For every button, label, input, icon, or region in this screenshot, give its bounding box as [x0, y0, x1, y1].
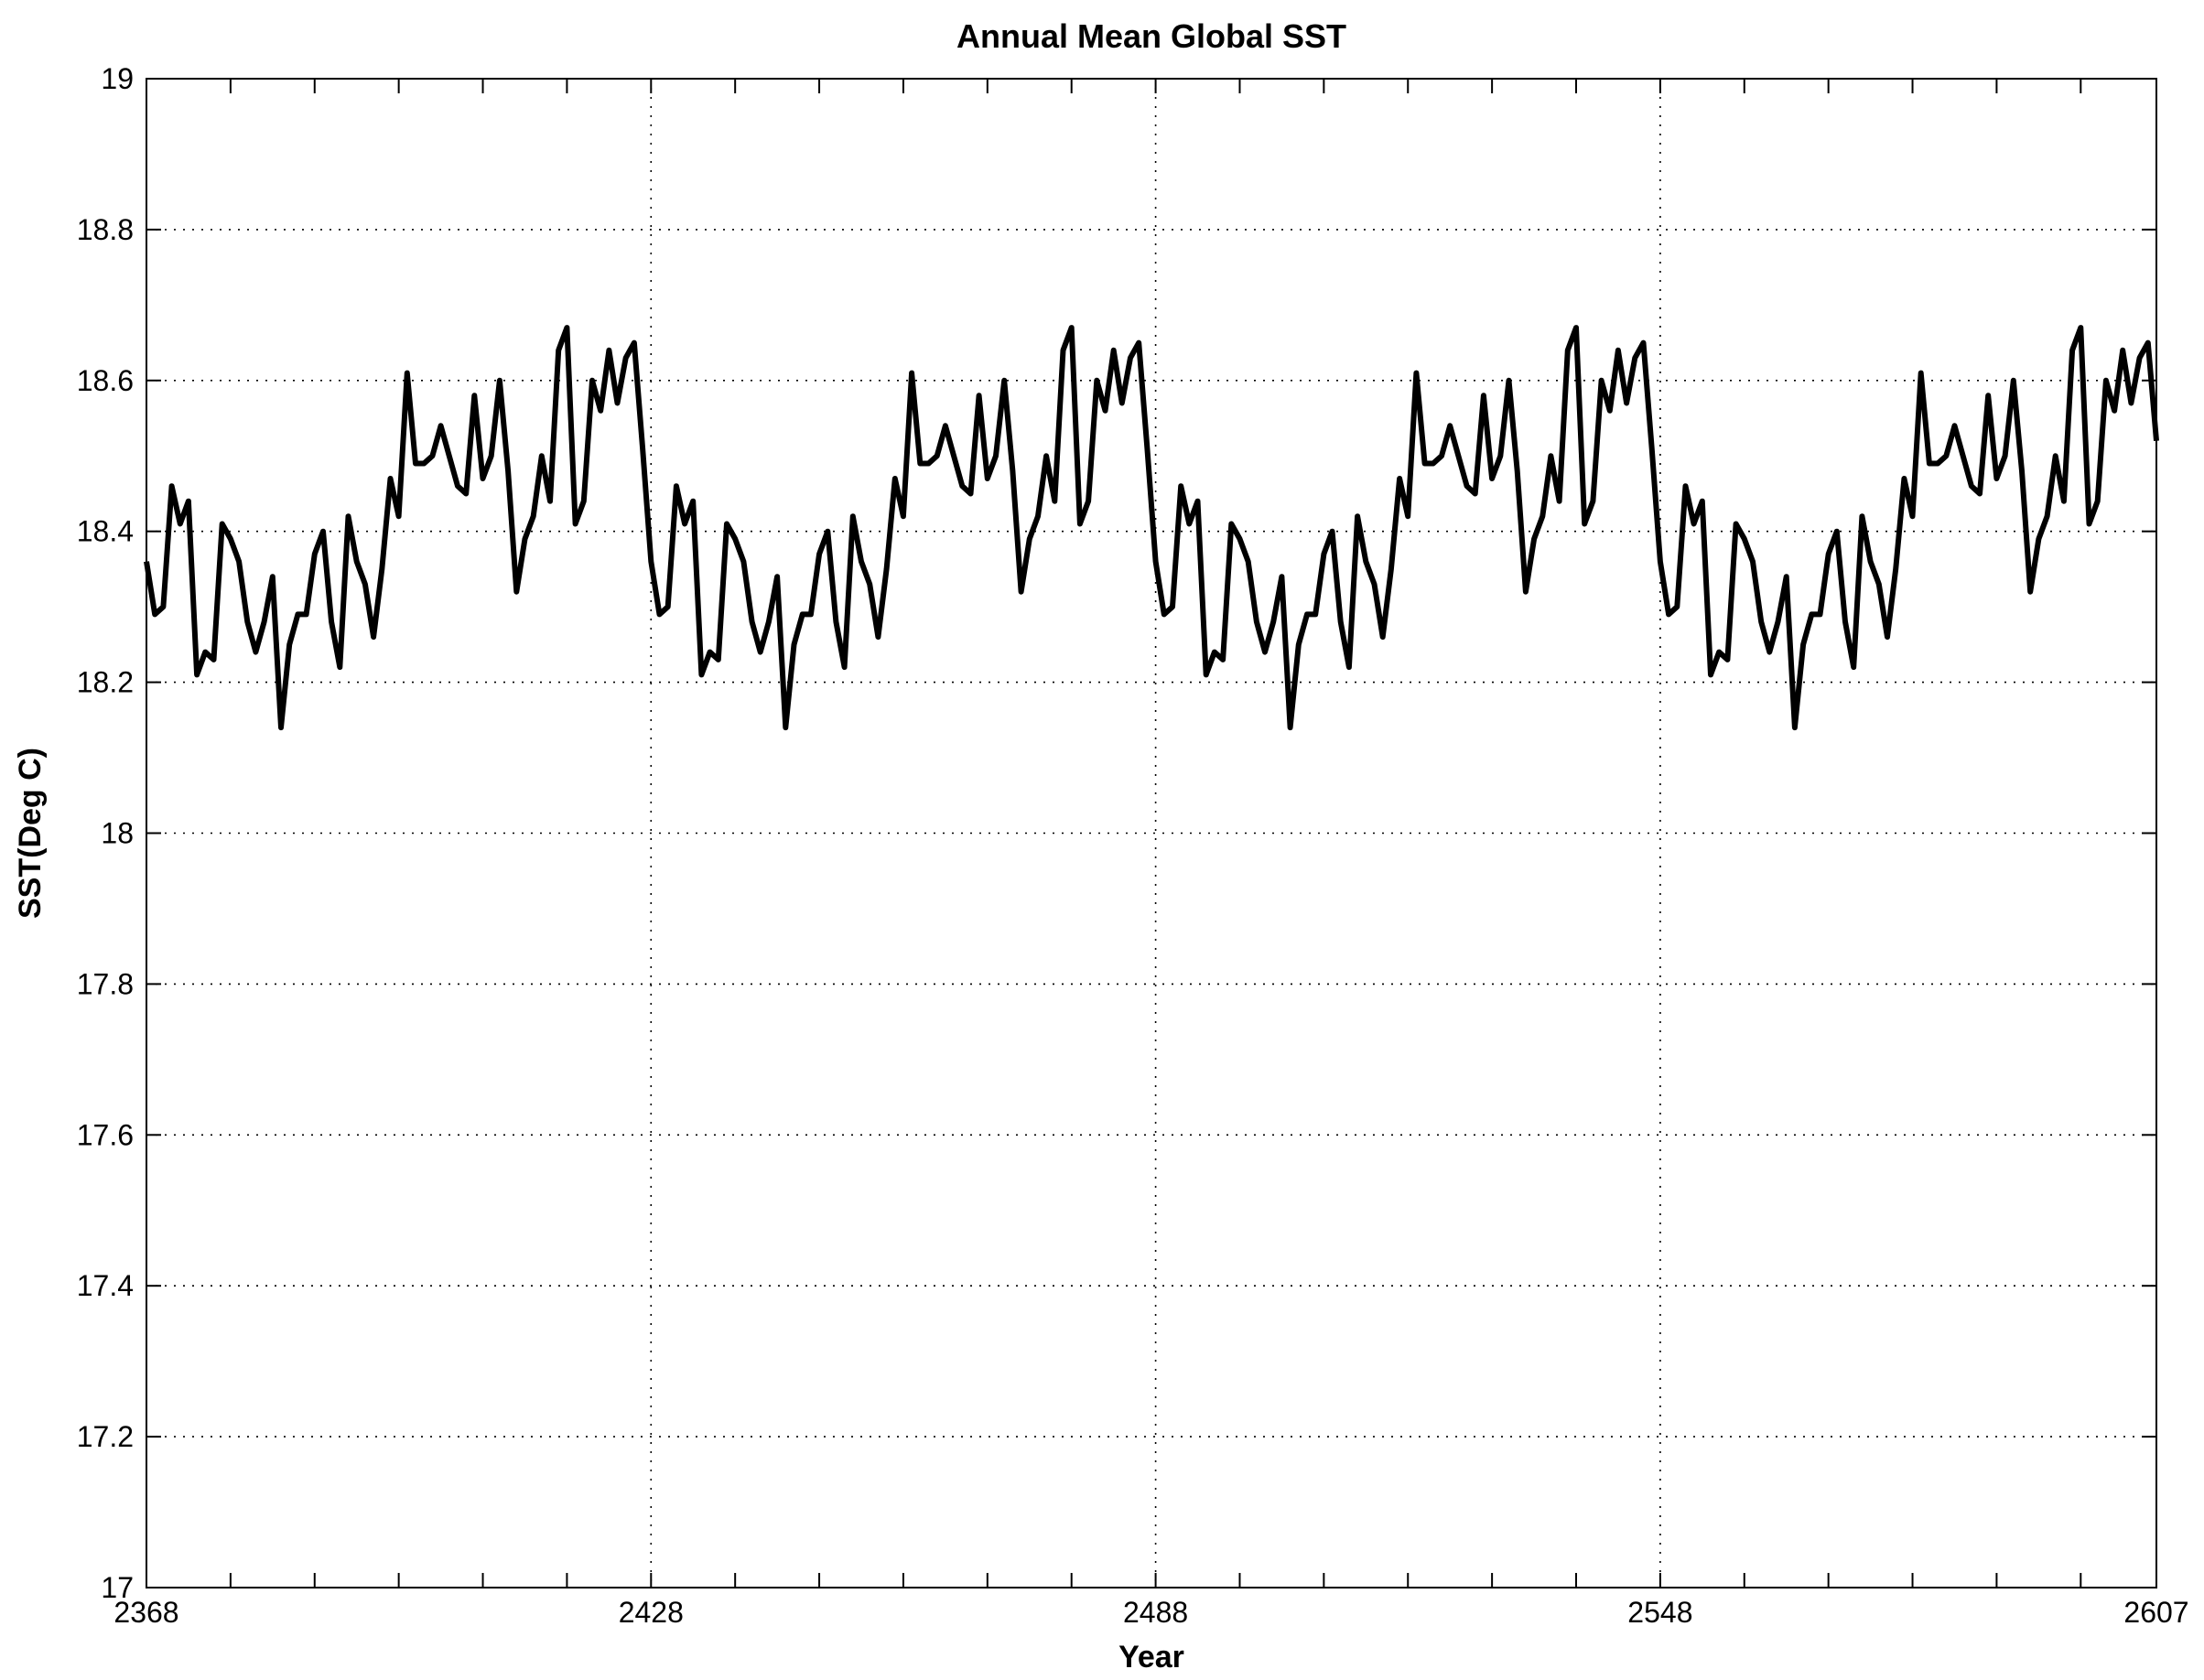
- x-tick-label: 2607: [2123, 1596, 2188, 1629]
- x-tick-label: 2428: [619, 1596, 684, 1629]
- y-tick-label: 18.8: [77, 213, 134, 246]
- y-tick-label: 17.6: [77, 1118, 134, 1151]
- y-tick-label: 17: [101, 1571, 134, 1604]
- y-tick-label: 18.4: [77, 515, 134, 548]
- y-tick-label: 19: [101, 62, 134, 95]
- y-tick-labels: 17 17.2 17.4 17.6 17.8 18 18.2 18.4 18.6 18.8 19: [77, 62, 134, 1604]
- grid-lines: [146, 79, 2156, 1588]
- x-tick-labels: 2368 2428 2488 2548 2607: [113, 1596, 2188, 1629]
- y-axis-label: SST(Deg C): [13, 748, 48, 919]
- plot-frame: [146, 78, 2157, 1588]
- y-tick-label: 17.2: [77, 1420, 134, 1453]
- y-tick-label: 17.8: [77, 967, 134, 1000]
- y-tick-label: 17.4: [77, 1269, 134, 1302]
- y-tick-label: 18.6: [77, 364, 134, 397]
- y-tick-label: 18.2: [77, 666, 134, 699]
- tick-marks: [146, 78, 2156, 1588]
- y-tick-label: 18: [101, 817, 134, 850]
- chart-title: Annual Mean Global SST: [956, 17, 1346, 55]
- series-line: [144, 325, 2159, 731]
- x-axis-label: Year: [1118, 1640, 1184, 1675]
- x-tick-label: 2548: [1627, 1596, 1692, 1629]
- x-tick-label: 2488: [1123, 1596, 1188, 1629]
- x-tick-label: 2368: [113, 1596, 178, 1629]
